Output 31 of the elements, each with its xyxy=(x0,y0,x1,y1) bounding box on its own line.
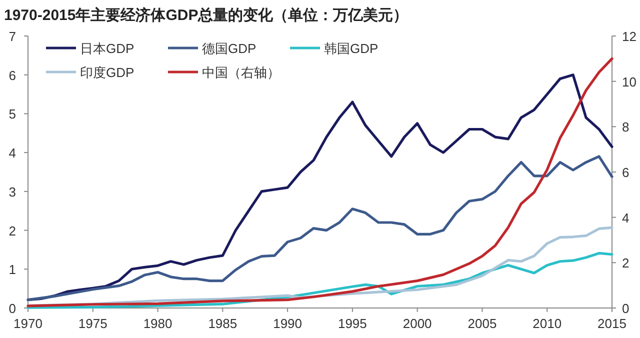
x-tick-label: 2000 xyxy=(402,316,432,331)
y2-tick-label: 0 xyxy=(622,301,630,316)
x-tick-label: 2005 xyxy=(468,316,497,331)
y-tick-label: 5 xyxy=(8,106,16,122)
legend-label: 印度GDP xyxy=(80,65,134,80)
x-tick-label: 2015 xyxy=(598,316,626,331)
legend-label: 中国（右轴） xyxy=(202,65,280,80)
y-tick-label: 1 xyxy=(8,262,16,278)
y2-tick-label: 6 xyxy=(622,165,630,180)
y2-tick-label: 2 xyxy=(622,256,630,271)
y2-tick-label: 8 xyxy=(622,120,630,135)
y-tick-label: 3 xyxy=(8,184,16,200)
y2-tick-label: 10 xyxy=(622,74,636,90)
x-tick-label: 1985 xyxy=(208,316,238,331)
legend-label: 日本GDP xyxy=(80,41,134,56)
chart-title: 1970-2015年主要经济体GDP总量的变化（单位：万亿美元） xyxy=(4,6,408,24)
x-tick-label: 1995 xyxy=(338,316,367,331)
x-tick-label: 2010 xyxy=(532,316,562,331)
y-tick-label: 0 xyxy=(8,301,16,316)
x-tick-label: 1980 xyxy=(143,316,172,331)
x-tick-label: 1970 xyxy=(14,316,42,331)
legend-label: 德国GDP xyxy=(202,41,256,56)
y-tick-label: 4 xyxy=(8,146,16,161)
legend-label: 韩国GDP xyxy=(324,41,378,56)
y-tick-label: 2 xyxy=(8,223,16,238)
y2-tick-label: 12 xyxy=(622,29,636,44)
y2-tick-label: 4 xyxy=(622,210,630,226)
x-tick-label: 1975 xyxy=(78,316,108,331)
x-tick-label: 1990 xyxy=(273,316,302,331)
y-tick-label: 7 xyxy=(8,29,16,44)
y-tick-label: 6 xyxy=(8,68,16,83)
